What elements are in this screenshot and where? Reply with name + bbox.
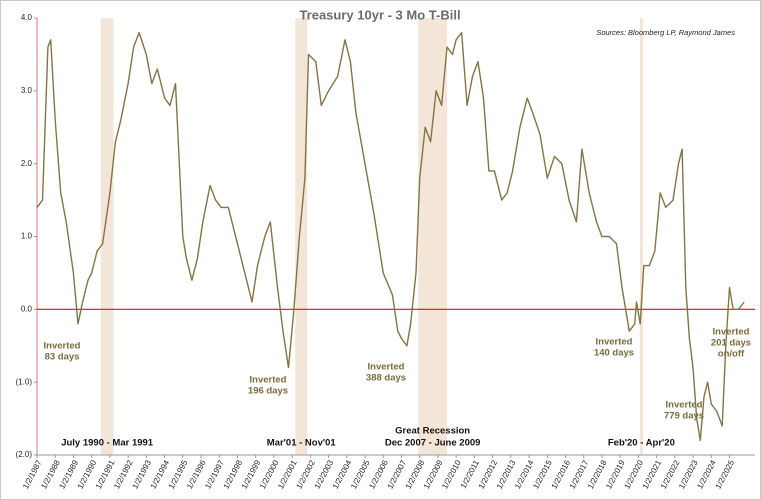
annotation: Inverted xyxy=(713,327,750,338)
y-tick-label: 3.0 xyxy=(21,86,33,95)
y-tick-label: 4.0 xyxy=(21,13,33,22)
y-tick-label: 2.0 xyxy=(21,159,33,168)
recession-label: Great Recession xyxy=(395,426,470,437)
recession-band xyxy=(639,18,643,455)
annotation: 779 days xyxy=(664,411,704,422)
recession-band xyxy=(100,18,114,455)
annotation: Inverted xyxy=(44,341,81,352)
source: Sources: Bloomberg LP, Raymond James xyxy=(596,28,735,37)
recession-label: Mar'01 - Nov'01 xyxy=(267,438,337,449)
recession-band xyxy=(418,18,448,455)
recession-label: Dec 2007 - June 2009 xyxy=(385,438,481,449)
y-tick-label: 1.0 xyxy=(21,232,33,241)
chart-title: Treasury 10yr - 3 Mo T-Bill xyxy=(299,7,460,22)
series-line xyxy=(36,31,745,442)
annotation: Inverted xyxy=(250,375,287,386)
annotation: 388 days xyxy=(366,373,406,384)
y-tick-label: (1.0) xyxy=(16,377,33,386)
annotation: Inverted xyxy=(596,337,633,348)
annotation: 201 days xyxy=(711,338,751,349)
annotation: 196 days xyxy=(248,386,288,397)
annotation: Inverted xyxy=(368,362,405,373)
annotation: Inverted xyxy=(666,400,703,411)
annotation: 83 days xyxy=(45,352,80,363)
recession-label: July 1990 - Mar 1991 xyxy=(61,438,154,449)
recession-band xyxy=(295,18,308,455)
annotation: 140 days xyxy=(594,348,634,359)
y-tick-label: (2.0) xyxy=(16,450,33,459)
annotation: on/off xyxy=(718,349,745,360)
y-tick-label: 0.0 xyxy=(21,304,33,313)
recession-label: Feb'20 - Apr'20 xyxy=(608,438,675,449)
